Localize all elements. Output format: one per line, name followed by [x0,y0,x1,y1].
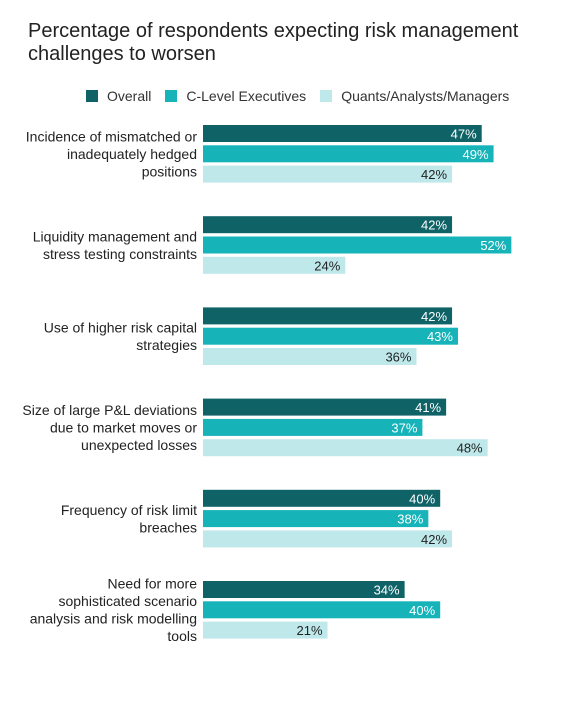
category-label: Frequency of risk limit breaches [61,502,197,536]
data-label: 36% [385,350,411,365]
category-label: Use of higher risk capital strategies [44,319,197,353]
bar [203,601,441,619]
bar [203,621,328,639]
bar [203,348,417,365]
data-label: 52% [480,238,506,253]
data-label: 43% [427,329,453,344]
data-label: 48% [457,441,483,456]
data-label: 42% [421,309,447,324]
legend-swatch-c-level [165,90,178,102]
bar [203,439,488,457]
bar [203,510,429,528]
legend-label-quants: Quants/Analysts/Managers [341,88,510,104]
bar [203,145,494,163]
data-label: 37% [391,420,417,435]
bar [203,236,512,254]
bar [203,327,458,345]
legend-item-quants: Quants/Analysts/Managers [320,88,509,104]
data-label: 49% [463,147,489,162]
bar [203,165,453,183]
legend-label-c-level: C-Level Executives [186,88,307,104]
category-label: Liquidity management and stress testing c… [33,228,197,262]
data-label: 21% [296,623,322,638]
data-label: 38% [397,512,423,527]
category-label: Size of large P&L deviations due to marke… [22,402,197,453]
bar [203,307,453,325]
bar [203,125,482,142]
legend-item-c-level: C-Level Executives [165,88,306,104]
chart-title: Percentage of respondents expecting risk… [28,20,519,65]
bar [203,418,423,436]
category-label: Incidence of mismatched or inadequately h… [26,128,198,179]
legend: Overall C-Level Executives Quants/Analys… [86,88,523,104]
category-label: Need for more sophisticated scenario analy… [30,576,198,645]
data-label: 42% [421,167,447,182]
data-label: 40% [409,603,435,618]
data-label: 42% [421,218,447,233]
data-label: 47% [451,127,477,142]
legend-label-overall: Overall [107,88,152,104]
bar [203,530,453,548]
bar [203,256,346,274]
legend-item-overall: Overall [86,88,151,104]
legend-swatch-overall [86,90,98,102]
data-label: 34% [374,583,400,598]
bar [203,398,447,416]
bar [203,581,405,598]
data-label: 40% [409,491,435,506]
data-label: 24% [314,258,340,273]
legend-swatch-quants [320,90,333,102]
data-label: 41% [415,400,441,415]
data-label: 42% [421,532,447,547]
bar [203,216,453,234]
bar [203,489,441,507]
